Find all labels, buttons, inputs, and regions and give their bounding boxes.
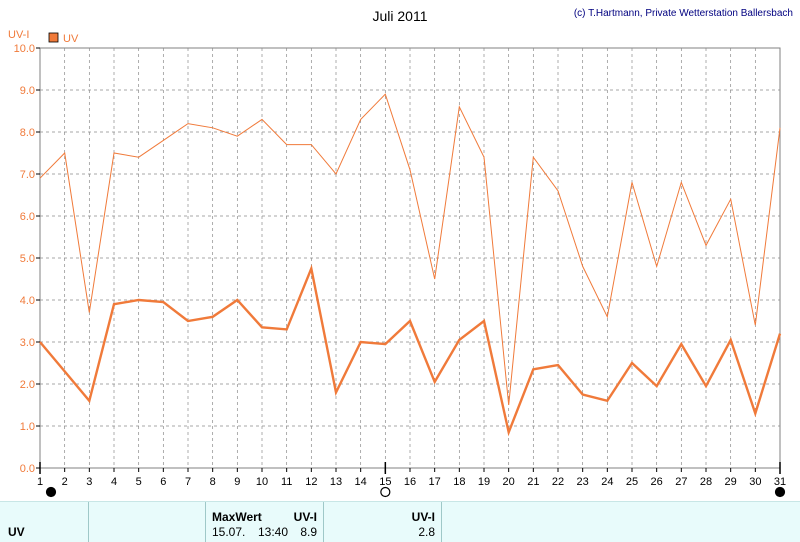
x-tick-label: 27 xyxy=(675,476,687,488)
y-tick-label: 3.0 xyxy=(20,337,35,349)
x-tick-label: 9 xyxy=(234,476,240,488)
summary-mean-cell: UV-I 2.8 xyxy=(324,502,442,542)
x-tick-label: 1 xyxy=(37,476,43,488)
x-tick-label: 10 xyxy=(256,476,268,488)
x-tick-label: 5 xyxy=(136,476,142,488)
new-moon-icon xyxy=(45,486,57,498)
x-tick-label: 18 xyxy=(453,476,465,488)
maxwert-label: MaxWert xyxy=(212,510,262,524)
y-axis: 0.0 1.0 2.0 3.0 4.0 5.0 6.0 7.0 8.0 9.0 10.0 xyxy=(14,43,40,475)
legend-swatch xyxy=(48,32,59,43)
new-moon-icon xyxy=(774,486,786,498)
x-tick-label: 12 xyxy=(305,476,317,488)
summary-max-cell: MaxWert UV-I 15.07. 13:40 8.9 xyxy=(206,502,324,542)
moon-markers xyxy=(39,462,786,498)
uv-chart: Juli 2011 (c) T.Hartmann, Private Wetter… xyxy=(8,8,793,498)
x-tick-label: 15 xyxy=(379,476,391,488)
y-axis-label: UV-I xyxy=(8,29,29,41)
y-tick-label: 5.0 xyxy=(20,253,35,265)
series-lines xyxy=(39,93,782,437)
x-tick-label: 2 xyxy=(62,476,68,488)
y-tick-label: 2.0 xyxy=(20,379,35,391)
mean-value: 2.8 xyxy=(418,525,435,539)
x-tick-label: 17 xyxy=(429,476,441,488)
x-tick-label: 7 xyxy=(185,476,191,488)
y-tick-label: 1.0 xyxy=(20,421,35,433)
summary-label-cell: UV xyxy=(0,502,89,542)
legend: UV xyxy=(48,32,79,45)
x-tick-label: 3 xyxy=(86,476,92,488)
maxwert-value: 8.9 xyxy=(300,525,317,539)
x-tick-label: 19 xyxy=(478,476,490,488)
grid xyxy=(39,47,781,469)
maxwert-unit: UV-I xyxy=(293,510,317,524)
x-tick-label: 21 xyxy=(527,476,539,488)
x-tick-label: 29 xyxy=(725,476,737,488)
x-tick-label: 22 xyxy=(552,476,564,488)
chart-title: Juli 2011 xyxy=(372,8,427,24)
chart-credit: (c) T.Hartmann, Private Wetterstation Ba… xyxy=(574,8,793,19)
x-tick-label: 6 xyxy=(160,476,166,488)
summary-filler-cell xyxy=(442,502,800,542)
y-tick-label: 9.0 xyxy=(20,85,35,97)
x-tick-label: 20 xyxy=(503,476,515,488)
series-line-max xyxy=(39,93,781,406)
x-tick-label: 8 xyxy=(210,476,216,488)
y-tick-label: 7.0 xyxy=(20,169,35,181)
x-tick-label: 16 xyxy=(404,476,416,488)
full-moon-icon xyxy=(380,486,391,498)
summary-table: UV MaxWert UV-I 15.07. 13:40 8.9 UV-I 2.… xyxy=(0,501,800,542)
y-tick-label: 4.0 xyxy=(20,295,35,307)
maxwert-time: 13:40 xyxy=(258,525,289,539)
y-tick-label: 8.0 xyxy=(20,127,35,139)
x-tick-label: 26 xyxy=(651,476,663,488)
summary-row-label: UV xyxy=(8,525,25,539)
x-tick-label: 25 xyxy=(626,476,638,488)
x-tick-label: 11 xyxy=(281,476,292,488)
y-tick-label: 10.0 xyxy=(14,43,35,55)
summary-empty-cell xyxy=(89,502,206,542)
mean-unit: UV-I xyxy=(411,510,435,524)
y-tick-label: 0.0 xyxy=(20,463,35,475)
x-tick-label: 28 xyxy=(700,476,712,488)
x-tick-label: 23 xyxy=(577,476,589,488)
x-tick-label: 31 xyxy=(774,476,786,488)
legend-label: UV xyxy=(63,33,79,45)
x-tick-label: 30 xyxy=(749,476,761,488)
x-tick-label: 14 xyxy=(355,476,367,488)
x-axis: 1 2 3 4 5 6 7 8 9 10 11 12 13 14 15 16 17 18 19 20 21 22 23 24 2… xyxy=(37,468,786,488)
x-tick-label: 13 xyxy=(330,476,342,488)
y-tick-label: 6.0 xyxy=(20,211,35,223)
maxwert-date: 15.07. xyxy=(212,525,246,539)
x-tick-label: 4 xyxy=(111,476,117,488)
series-line-mean xyxy=(39,264,782,437)
x-tick-label: 24 xyxy=(601,476,613,488)
